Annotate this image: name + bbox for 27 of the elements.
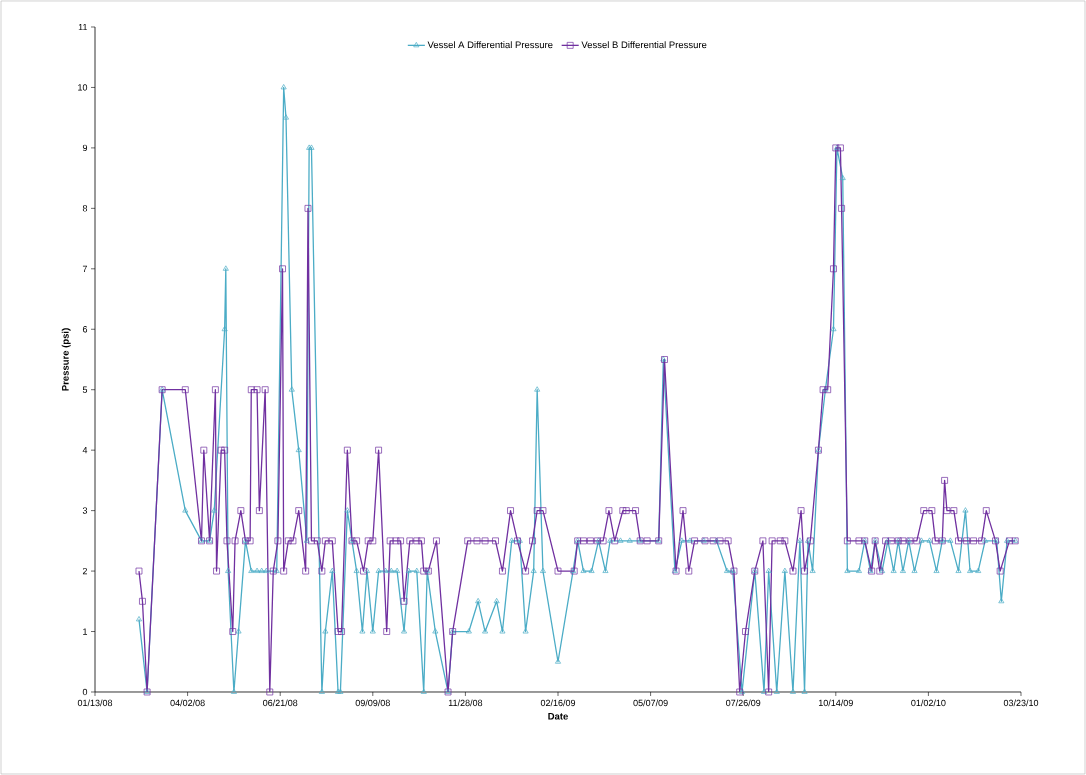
- y-tick-label: 3: [82, 507, 88, 514]
- x-tick-label: 01/02/10: [911, 699, 946, 707]
- y-tick-label: 9: [82, 144, 88, 152]
- x-tick-label: 11/28/08: [448, 699, 483, 707]
- x-tick-label: 01/13/08: [77, 699, 113, 707]
- y-axis-title: Pressure (psi): [61, 328, 71, 391]
- x-tick-label: 07/26/09: [726, 699, 761, 707]
- legend-label: Vessel B Differential Pressure: [581, 41, 707, 49]
- x-tick-label: 09/09/08: [355, 699, 390, 707]
- y-tick-label: 6: [82, 326, 88, 333]
- x-tick-label: 03/23/10: [1003, 699, 1039, 707]
- y-tick-label: 4: [82, 447, 88, 454]
- x-tick-label: 05/07/09: [633, 699, 668, 707]
- y-tick-label: 5: [82, 386, 88, 393]
- y-tick-label: 10: [78, 84, 88, 91]
- x-tick-label: 06/21/08: [263, 699, 298, 707]
- x-tick-label: 10/14/09: [818, 699, 853, 707]
- y-tick-label: 0: [82, 688, 88, 696]
- y-tick-label: 11: [78, 23, 88, 31]
- y-tick-label: 8: [82, 205, 88, 212]
- y-tick-label: 7: [82, 265, 88, 272]
- x-tick-label: 02/16/09: [540, 699, 576, 707]
- y-tick-label: 1: [83, 628, 88, 635]
- x-axis-title: Date: [548, 712, 568, 720]
- legend-label: Vessel A Differential Pressure: [427, 41, 553, 49]
- y-tick-label: 2: [82, 567, 88, 575]
- x-tick-label: 04/02/08: [170, 699, 205, 707]
